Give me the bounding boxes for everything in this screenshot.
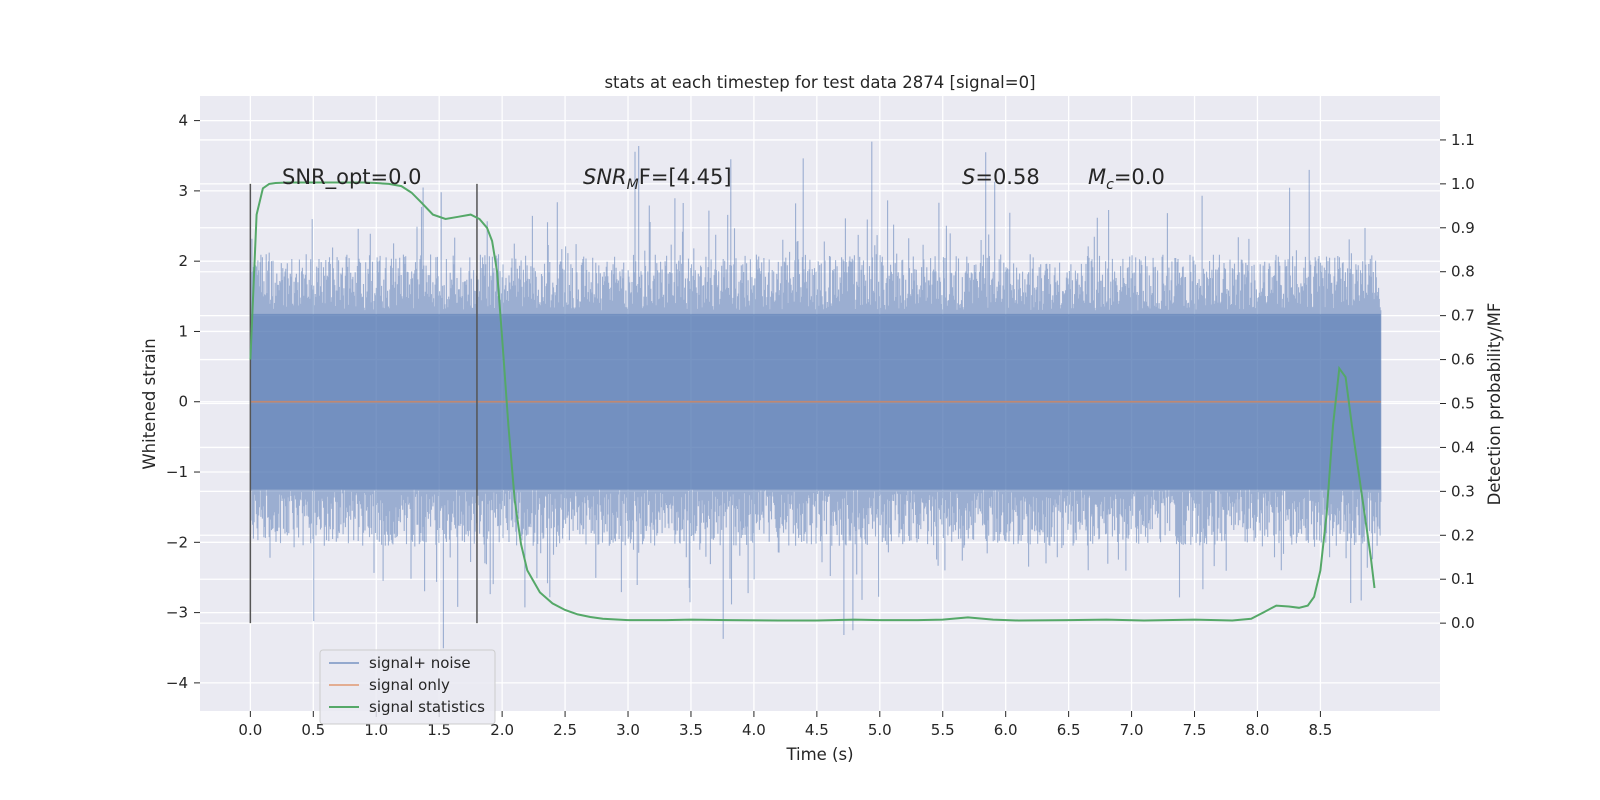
x-tick-label-17: 8.5 (1308, 721, 1332, 739)
y-right-tick-label-10: 0.1 (1451, 570, 1475, 588)
legend-label-signal-only: signal only (369, 676, 450, 694)
y-right-tick-label-2: 0.9 (1451, 219, 1475, 237)
annotation-mc: Mc=0.0 (1088, 165, 1165, 193)
annotation-snr-opt: SNR_opt=0.0 (282, 165, 422, 190)
annotation-snr-mf-tail: F=[4.45] (639, 165, 732, 189)
signal-statistics-line (249, 181, 1376, 622)
signal-statistics-series (249, 181, 1376, 622)
y-right-tick-label-11: 0.0 (1451, 614, 1475, 632)
y-right-tick-label-6: 0.5 (1451, 395, 1475, 413)
y-left-tick-label-8: −4 (166, 674, 188, 692)
x-tick-label-1: 0.5 (301, 721, 325, 739)
x-tick-label-14: 7.0 (1120, 721, 1144, 739)
y-left-tick-label-7: −3 (166, 604, 188, 622)
annotation-mc-sub: c (1106, 177, 1114, 193)
y-axis-right-ticks: 1.1 1.0 0.9 0.8 0.7 0.6 0.5 0.4 0.3 0.2 0.1 0.0 (1440, 131, 1475, 632)
y-axis-left-label: Whitened strain (140, 338, 159, 469)
y-axis-left-ticks: 4 3 2 1 0 −1 −2 −3 −4 (166, 112, 200, 692)
chart-title: stats at each timestep for test data 287… (604, 73, 1035, 92)
x-tick-label-10: 5.0 (868, 721, 892, 739)
annotations: SNR_opt=0.0 SNRMF=[4.45] S=0.58 Mc=0.0 (282, 165, 1165, 193)
x-tick-label-0: 0.0 (238, 721, 262, 739)
x-tick-label-6: 3.0 (616, 721, 640, 739)
y-right-tick-label-0: 1.1 (1451, 131, 1475, 149)
legend-label-signal-statistics: signal statistics (369, 698, 485, 716)
y-left-tick-label-5: −1 (166, 463, 188, 481)
y-right-tick-label-3: 0.8 (1451, 263, 1475, 281)
marker-lines (249, 183, 478, 624)
y-left-tick-label-4: 0 (178, 393, 188, 411)
annotation-snr-mf-sub: M (627, 177, 639, 193)
legend: signal+ noise signal only signal statist… (319, 649, 496, 725)
annotation-snr-mf-main: SNR (583, 165, 627, 189)
y-right-tick-label-5: 0.6 (1451, 351, 1475, 369)
x-tick-label-11: 5.5 (931, 721, 955, 739)
x-tick-label-12: 6.0 (994, 721, 1018, 739)
y-left-tick-label-1: 3 (178, 182, 188, 200)
x-tick-label-7: 3.5 (679, 721, 703, 739)
legend-box (319, 649, 496, 725)
y-left-tick-label-0: 4 (178, 112, 188, 130)
y-axis-right-label: Detection probability/MF (1485, 303, 1504, 506)
legend-label-signal-noise: signal+ noise (369, 654, 471, 672)
y-right-tick-label-1: 1.0 (1451, 175, 1475, 193)
x-tick-label-4: 2.0 (490, 721, 514, 739)
annotation-mc-main: M (1088, 165, 1106, 189)
y-left-tick-label-3: 1 (178, 322, 188, 340)
annotation-s-main: S (962, 165, 975, 189)
annotation-mc-tail: =0.0 (1114, 165, 1165, 189)
x-tick-label-16: 8.0 (1246, 721, 1270, 739)
annotation-s: S=0.58 (962, 165, 1040, 189)
x-tick-label-9: 4.5 (805, 721, 829, 739)
y-right-tick-label-9: 0.2 (1451, 526, 1475, 544)
y-right-tick-label-7: 0.4 (1451, 438, 1475, 456)
annotation-s-tail: =0.58 (975, 165, 1039, 189)
y-right-tick-label-4: 0.7 (1451, 307, 1475, 325)
x-tick-label-3: 1.5 (427, 721, 451, 739)
x-tick-label-2: 1.0 (364, 721, 388, 739)
annotation-snr-mf: SNRMF=[4.45] (583, 165, 732, 193)
x-tick-label-13: 6.5 (1057, 721, 1081, 739)
y-left-tick-label-2: 2 (178, 252, 188, 270)
x-tick-label-8: 4.0 (742, 721, 766, 739)
x-axis-label: Time (s) (785, 745, 853, 764)
x-tick-label-5: 2.5 (553, 721, 577, 739)
x-axis-ticks: 0.0 0.5 1.0 1.5 2.0 2.5 3.0 3.5 4.0 4.5 5.0 5.5 6.0 6… (238, 711, 1332, 739)
x-tick-label-15: 7.5 (1183, 721, 1207, 739)
y-right-tick-label-8: 0.3 (1451, 482, 1475, 500)
y-left-tick-label-6: −2 (166, 533, 188, 551)
